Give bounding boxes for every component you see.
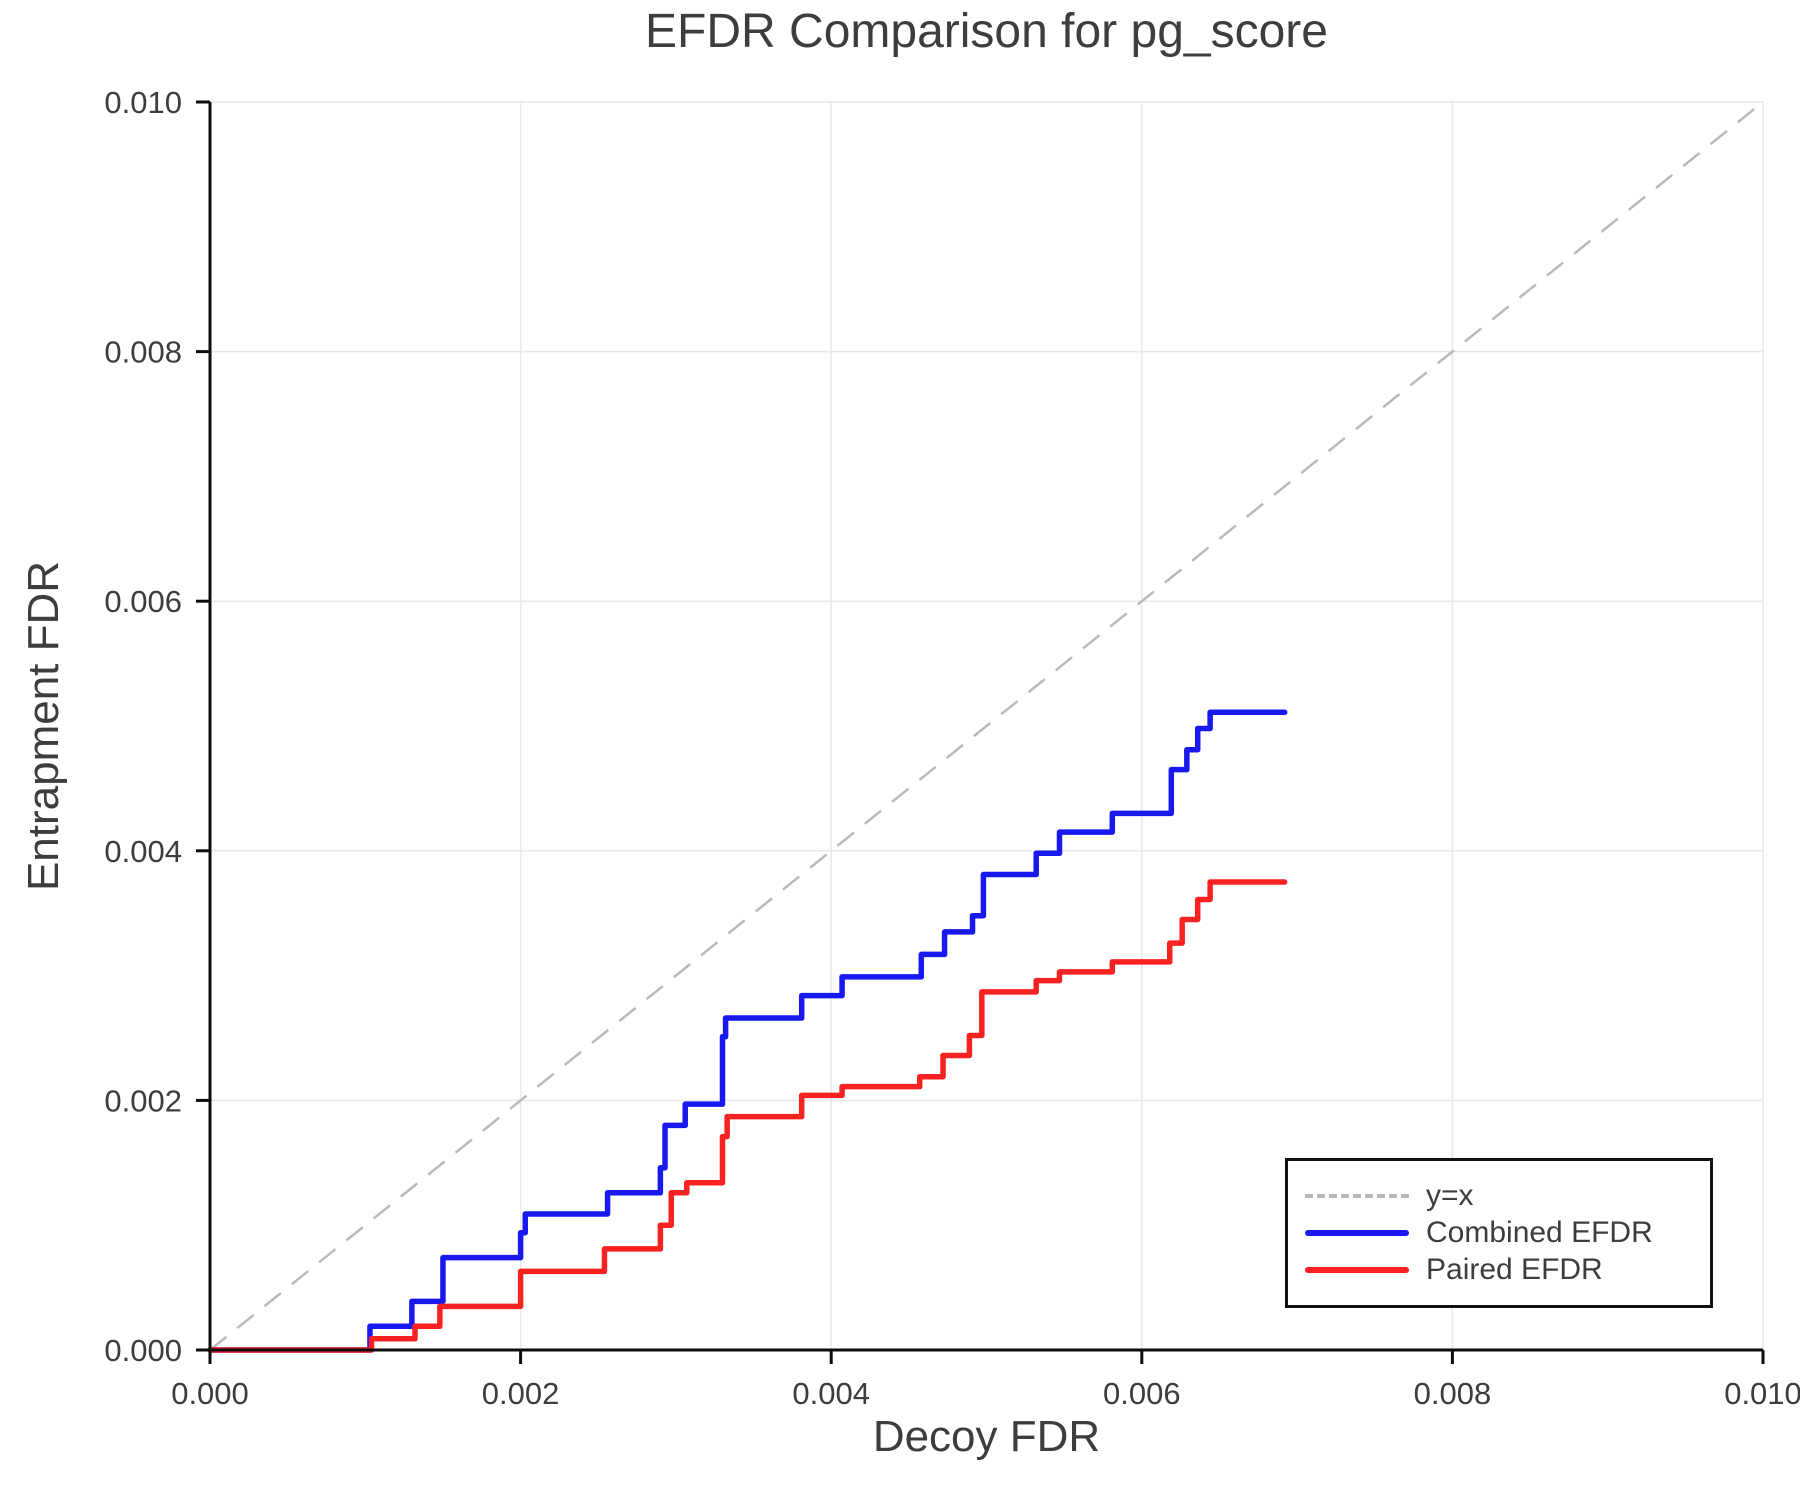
- legend: y=x Combined EFDR Paired EFDR: [1285, 1158, 1713, 1308]
- y-tick-label: 0.008: [104, 335, 182, 370]
- legend-item-combined: Combined EFDR: [1305, 1215, 1710, 1252]
- y-tick-label: 0.002: [104, 1083, 182, 1118]
- legend-label: y=x: [1426, 1179, 1474, 1212]
- y-tick-label: 0.004: [104, 834, 182, 869]
- x-tick-label: 0.004: [792, 1376, 870, 1411]
- legend-label: Paired EFDR: [1426, 1253, 1603, 1286]
- legend-item-paired: Paired EFDR: [1305, 1252, 1710, 1289]
- legend-label: Combined EFDR: [1426, 1216, 1653, 1249]
- chart-title: EFDR Comparison for pg_score: [645, 5, 1328, 58]
- x-tick-label: 0.002: [482, 1376, 560, 1411]
- paired-efdr-line: [207, 879, 1288, 1353]
- x-tick-label: 0.008: [1414, 1376, 1492, 1411]
- y-axis-label: Entrapment FDR: [19, 560, 68, 892]
- x-tick-label: 0.010: [1724, 1376, 1800, 1411]
- legend-item-identity: y=x: [1305, 1178, 1710, 1215]
- y-tick-label: 0.010: [104, 85, 182, 120]
- y-tick-label: 0.000: [104, 1333, 182, 1368]
- identity-line: [209, 101, 1764, 1351]
- x-tick-label: 0.006: [1103, 1376, 1181, 1411]
- x-axis-label: Decoy FDR: [872, 1412, 1101, 1461]
- identity-line-sample: [1305, 1194, 1409, 1198]
- combined-efdr-line: [207, 709, 1288, 1353]
- y-tick-label: 0.006: [104, 584, 182, 619]
- combined-line-sample: [1305, 1230, 1409, 1236]
- x-tick-label: 0.000: [171, 1376, 249, 1411]
- paired-line-sample: [1305, 1267, 1409, 1273]
